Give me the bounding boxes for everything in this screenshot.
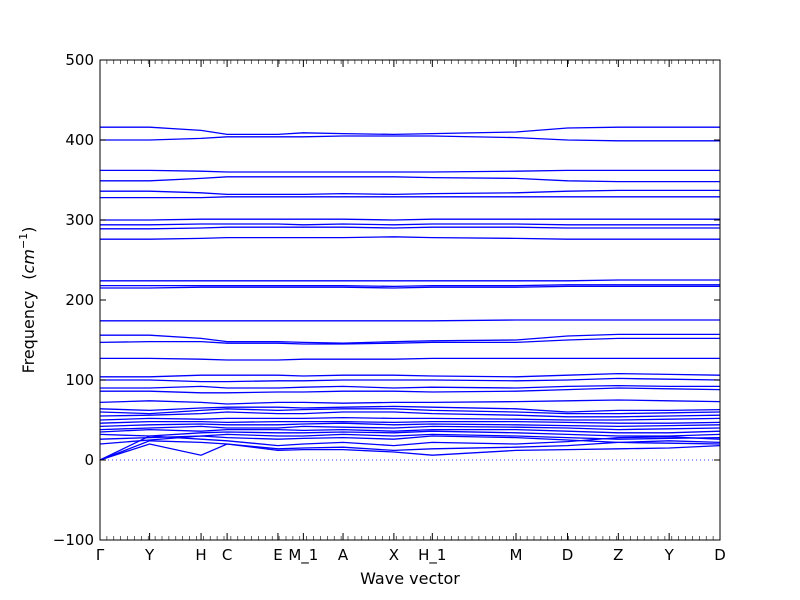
- x-tick-label: E: [273, 546, 282, 564]
- y-tick-label: 200: [65, 291, 94, 309]
- band-line: [100, 218, 720, 221]
- band-line: [100, 196, 720, 199]
- x-tick-label: Y: [144, 546, 155, 564]
- band-line: [99, 405, 721, 413]
- band-line: [100, 387, 721, 394]
- band-line: [100, 384, 720, 389]
- y-axis-unit-exponent: −1: [17, 233, 30, 249]
- plot-frame: [99, 59, 721, 541]
- x-tick-label: Y: [664, 546, 675, 564]
- x-tick-label: X: [389, 546, 399, 564]
- x-axis-label: Wave vector: [360, 569, 460, 588]
- band-line: [100, 284, 720, 288]
- band-line: [99, 435, 721, 461]
- y-tick-label: −100: [53, 531, 94, 549]
- band-line: [100, 377, 721, 383]
- band-line: [99, 337, 720, 345]
- band-line: [99, 416, 721, 421]
- y-tick-label: 500: [65, 51, 94, 69]
- band-line: [100, 333, 720, 344]
- band-line: [99, 433, 721, 440]
- band-line: [100, 357, 720, 361]
- band-line: [100, 279, 720, 282]
- band-line: [99, 430, 721, 437]
- x-tick-label: A: [338, 546, 349, 564]
- band-line: [99, 399, 721, 405]
- band-line: [100, 319, 720, 322]
- x-tick-label: H_1: [418, 546, 446, 565]
- y-tick-label: 300: [65, 211, 94, 229]
- x-tick-label: M: [510, 546, 523, 564]
- band-line: [100, 372, 721, 378]
- band-line: [99, 425, 721, 431]
- x-axis-ticks: Γ Y H C E M_1 A X H_1 M D Z Y D: [96, 60, 726, 565]
- band-line: [100, 169, 720, 173]
- x-tick-label: Z: [613, 546, 623, 564]
- band-line: [99, 408, 721, 415]
- band-line: [100, 135, 720, 142]
- y-axis-unit: cm: [19, 249, 38, 273]
- y-tick-label: 100: [65, 371, 94, 389]
- band-line: [100, 126, 720, 136]
- x-tick-label: D: [714, 546, 726, 564]
- band-line: [99, 440, 721, 461]
- y-axis-label-text: Frequency: [19, 291, 38, 374]
- x-tick-label: H: [195, 546, 206, 564]
- x-tick-label: M_1: [288, 546, 318, 565]
- band-line: [100, 189, 720, 196]
- band-line: [100, 236, 720, 240]
- band-line: [99, 443, 721, 461]
- band-line: [100, 176, 720, 183]
- band-line: [100, 285, 720, 289]
- phonon-bands: [99, 126, 721, 461]
- band-line: [100, 226, 720, 230]
- band-line: [99, 422, 721, 428]
- y-tick-label: 400: [65, 131, 94, 149]
- y-axis-ticks: −100 0 100 200 300 400 500: [53, 51, 720, 549]
- x-tick-label: Γ: [96, 546, 105, 564]
- band-line: [99, 428, 721, 434]
- band-line: [99, 420, 721, 424]
- band-line: [99, 411, 721, 418]
- band-line: [100, 223, 720, 226]
- x-tick-label: D: [562, 546, 574, 564]
- y-tick-label: 0: [84, 451, 94, 469]
- x-tick-label: C: [222, 546, 232, 564]
- y-axis-label: Frequency (cm−1): [17, 227, 38, 374]
